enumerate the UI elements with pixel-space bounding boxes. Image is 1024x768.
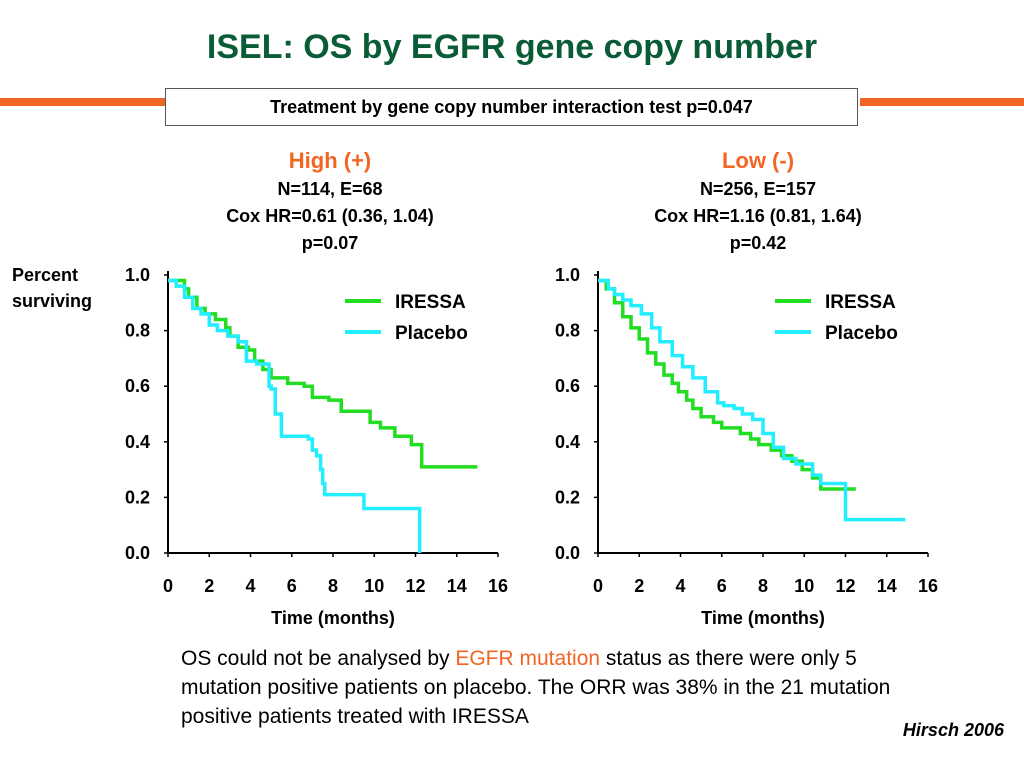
- low-group-hr: Cox HR=1.16 (0.81, 1.64): [654, 206, 862, 226]
- high-group-hr: Cox HR=0.61 (0.36, 1.04): [226, 206, 434, 226]
- footnote-part2: status as there were only 5 mutation pos…: [181, 647, 891, 728]
- low-x-tick-label: 12: [835, 576, 855, 596]
- low-y-tick-label: 1.0: [555, 265, 580, 285]
- citation: Hirsch 2006: [902, 720, 1004, 740]
- low-legend-label-iressa: IRESSA: [825, 292, 896, 313]
- high-group-n: N=114, E=68: [277, 179, 383, 199]
- low-y-tick-label: 0.8: [555, 321, 580, 341]
- high-x-tick-label: 16: [488, 576, 508, 596]
- high-y-tick-label: 0.2: [125, 487, 150, 507]
- interaction-test-banner: Treatment by gene copy number interactio…: [165, 88, 858, 126]
- high-group-header: High (+) N=114, E=68 Cox HR=0.61 (0.36, …: [180, 146, 480, 257]
- low-group-p: p=0.42: [729, 233, 787, 253]
- high-x-tick-label: 4: [245, 576, 255, 596]
- high-y-tick-label: 0.4: [125, 432, 150, 452]
- low-legend-label-placebo: Placebo: [825, 323, 898, 344]
- low-y-tick-label: 0.4: [555, 432, 580, 452]
- high-iressa-curve: [168, 278, 478, 469]
- high-x-tick-label: 10: [364, 576, 384, 596]
- high-x-tick-label: 14: [447, 576, 467, 596]
- high-legend-label-iressa: IRESSA: [395, 292, 466, 313]
- y-axis-label: Percent surviving: [12, 262, 92, 314]
- high-y-tick-label: 0.0: [125, 543, 150, 563]
- low-x-tick-label: 2: [634, 576, 644, 596]
- low-x-tick-label: 4: [675, 576, 685, 596]
- low-x-tick-label: 10: [794, 576, 814, 596]
- y-axis-label-line2: surviving: [12, 291, 93, 311]
- low-x-tick-label: 6: [717, 576, 727, 596]
- low-x-tick-label: 16: [918, 576, 938, 596]
- high-y-tick-label: 1.0: [125, 265, 150, 285]
- orange-rule-right: [860, 98, 1024, 106]
- high-y-tick-label: 0.8: [125, 321, 150, 341]
- low-y-tick-label: 0.2: [555, 487, 580, 507]
- low-x-axis-title: Time (months): [701, 608, 825, 628]
- high-legend-label-placebo: Placebo: [395, 323, 468, 344]
- low-y-tick-label: 0.0: [555, 543, 580, 563]
- high-x-axis-title: Time (months): [271, 608, 395, 628]
- y-axis-label-line1: Percent: [12, 265, 79, 285]
- low-x-tick-label: 14: [877, 576, 897, 596]
- footnote-highlight: EGFR mutation: [455, 647, 601, 670]
- low-x-tick-label: 8: [758, 576, 768, 596]
- orange-rule-left: [0, 98, 165, 106]
- low-group-header: Low (-) N=256, E=157 Cox HR=1.16 (0.81, …: [608, 146, 908, 257]
- high-group-label: High (+): [288, 148, 372, 173]
- low-iressa-curve: [598, 278, 856, 491]
- high-placebo-curve: [168, 278, 422, 553]
- high-x-tick-label: 2: [204, 576, 214, 596]
- low-y-tick-label: 0.6: [555, 376, 580, 396]
- low-placebo-curve: [598, 278, 906, 522]
- footnote-part1: OS could not be analysed by: [181, 647, 456, 670]
- low-group-n: N=256, E=157: [699, 179, 817, 199]
- slide-title: ISEL: OS by EGFR gene copy number: [206, 28, 818, 66]
- high-x-tick-label: 12: [405, 576, 425, 596]
- footnote-text: OS could not be analysed by EGFR mutatio…: [181, 644, 941, 731]
- low-x-tick-label: 0: [593, 576, 603, 596]
- low-group-label: Low (-): [721, 148, 795, 173]
- high-y-tick-label: 0.6: [125, 376, 150, 396]
- high-group-p: p=0.07: [301, 233, 359, 253]
- high-x-tick-label: 8: [328, 576, 338, 596]
- high-x-tick-label: 0: [163, 576, 173, 596]
- high-x-tick-label: 6: [287, 576, 297, 596]
